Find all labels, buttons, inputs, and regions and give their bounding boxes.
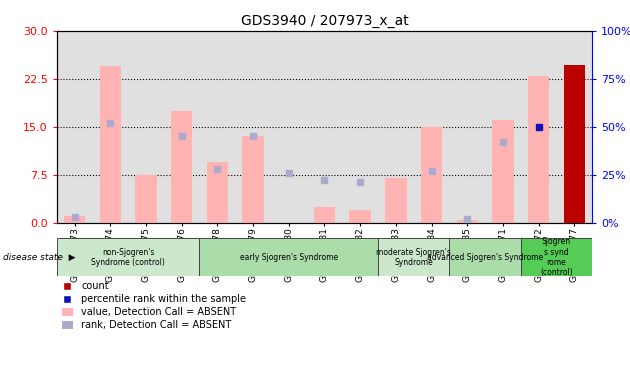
Text: Sjogren
s synd
rome
(control): Sjogren s synd rome (control) <box>540 237 573 277</box>
Bar <box>164 31 200 223</box>
Bar <box>528 76 549 223</box>
Text: advanced Sjogren's Syndrome: advanced Sjogren's Syndrome <box>427 253 543 262</box>
Bar <box>492 120 513 223</box>
Bar <box>200 31 235 223</box>
Text: disease state  ▶: disease state ▶ <box>3 253 76 262</box>
Bar <box>235 31 271 223</box>
Bar <box>378 31 414 223</box>
Bar <box>342 31 378 223</box>
Text: moderate Sjogren's
Syndrome: moderate Sjogren's Syndrome <box>376 248 451 267</box>
Legend: count, percentile rank within the sample, value, Detection Call = ABSENT, rank, : count, percentile rank within the sample… <box>62 281 246 330</box>
Bar <box>271 31 307 223</box>
Bar <box>457 220 478 223</box>
Bar <box>57 31 93 223</box>
Bar <box>414 31 449 223</box>
Bar <box>200 238 378 276</box>
Bar <box>57 238 200 276</box>
Bar <box>100 66 121 223</box>
Bar <box>171 111 192 223</box>
Bar <box>556 31 592 223</box>
Bar <box>385 178 406 223</box>
Bar <box>57 238 592 276</box>
Bar <box>93 31 128 223</box>
Bar <box>350 210 371 223</box>
Bar <box>449 238 521 276</box>
Text: non-Sjogren's
Syndrome (control): non-Sjogren's Syndrome (control) <box>91 248 165 267</box>
Bar <box>207 162 228 223</box>
Bar <box>521 31 556 223</box>
Bar <box>449 31 485 223</box>
Bar <box>421 127 442 223</box>
Bar <box>64 216 85 223</box>
Bar <box>564 65 585 223</box>
Bar <box>135 175 157 223</box>
Bar <box>243 136 264 223</box>
Bar <box>128 31 164 223</box>
Bar <box>378 238 449 276</box>
Title: GDS3940 / 207973_x_at: GDS3940 / 207973_x_at <box>241 14 408 28</box>
Bar <box>485 31 521 223</box>
Bar <box>314 207 335 223</box>
Bar <box>521 238 592 276</box>
Bar <box>307 31 342 223</box>
Text: early Sjogren's Syndrome: early Sjogren's Syndrome <box>239 253 338 262</box>
